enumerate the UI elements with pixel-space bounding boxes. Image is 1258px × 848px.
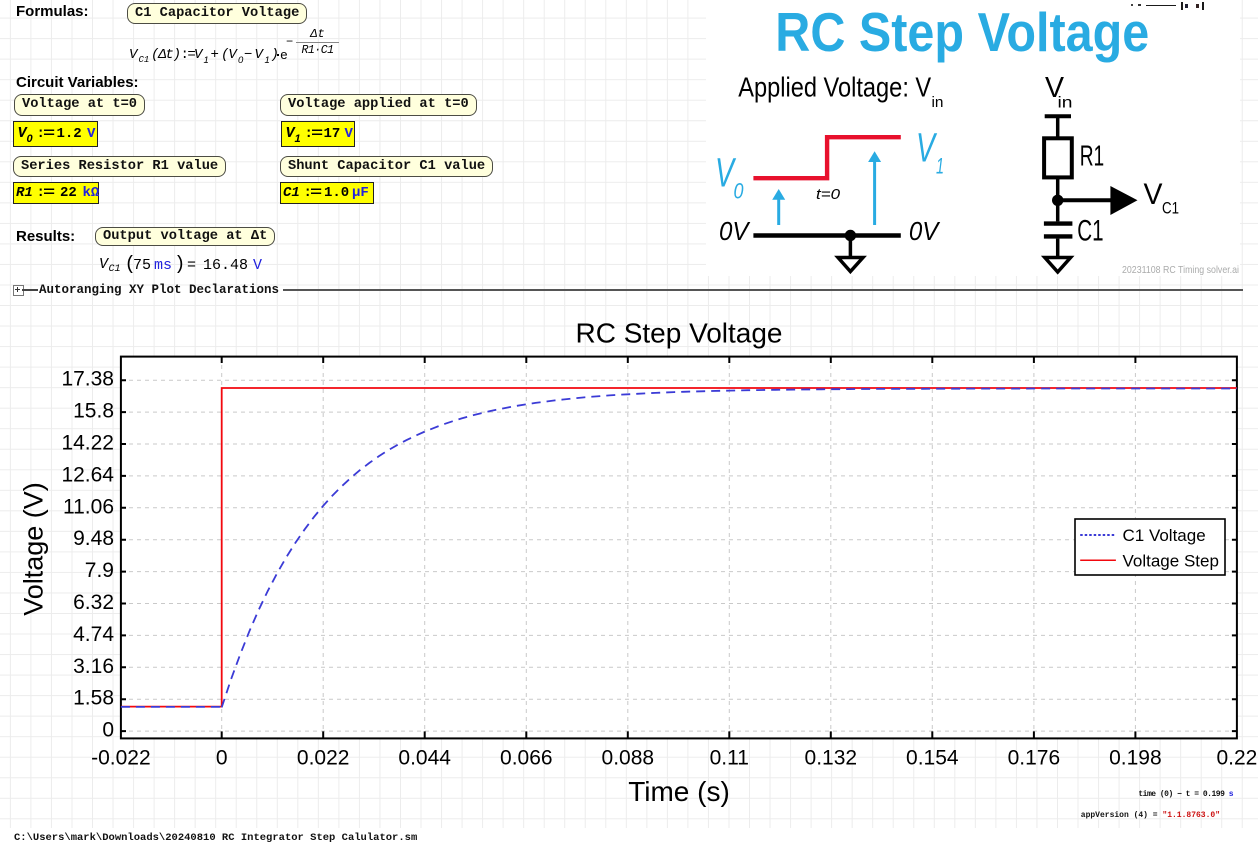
svg-text:0: 0 (734, 179, 745, 204)
svg-text:0.11: 0.11 (710, 747, 749, 770)
svg-text:15.8: 15.8 (73, 400, 114, 423)
svg-text:V: V (1144, 178, 1163, 211)
svg-text:t=0: t=0 (816, 186, 841, 203)
svg-text:0.022: 0.022 (297, 747, 350, 770)
svg-text:V: V (715, 150, 737, 196)
svg-text:14.22: 14.22 (61, 432, 114, 455)
svg-text:C1 Voltage: C1 Voltage (1123, 526, 1206, 545)
svg-text:11.06: 11.06 (63, 495, 114, 518)
svg-text:0.088: 0.088 (602, 747, 655, 770)
svg-text:20231108 RC Timing solver.ai: 20231108 RC Timing solver.ai (1122, 264, 1239, 276)
svg-text:0.044: 0.044 (398, 747, 451, 770)
svg-text:Voltage (V): Voltage (V) (18, 482, 48, 616)
svg-text:0.198: 0.198 (1109, 747, 1162, 770)
svg-text:0.066: 0.066 (500, 747, 553, 770)
svg-text:7.9: 7.9 (85, 559, 114, 582)
svg-text:RC Step Voltage: RC Step Voltage (775, 1, 1149, 63)
svg-text:Applied Voltage: V: Applied Voltage: V (738, 71, 931, 102)
svg-text:RC Step Voltage: RC Step Voltage (575, 318, 782, 349)
svg-text:V: V (1045, 72, 1065, 104)
svg-text:0V: 0V (909, 218, 940, 246)
svg-text:0.154: 0.154 (906, 747, 959, 770)
svg-text:17.38: 17.38 (61, 368, 114, 391)
svg-text:3.16: 3.16 (73, 655, 114, 678)
svg-text:C1: C1 (1162, 198, 1179, 217)
svg-text:-0.022: -0.022 (91, 747, 151, 770)
svg-text:Time (s): Time (s) (628, 776, 730, 807)
svg-text:4.74: 4.74 (73, 623, 114, 646)
svg-text:0: 0 (102, 719, 114, 742)
svg-text:C1: C1 (1077, 214, 1103, 247)
svg-text:9.48: 9.48 (73, 527, 114, 550)
svg-text:in: in (932, 94, 944, 111)
svg-text:in: in (1058, 95, 1073, 112)
svg-text:0V: 0V (719, 218, 750, 246)
svg-text:0.22: 0.22 (1216, 747, 1257, 770)
svg-text:R1: R1 (1080, 141, 1105, 173)
svg-text:1.58: 1.58 (73, 687, 114, 710)
svg-text:6.32: 6.32 (73, 591, 114, 614)
svg-text:V: V (916, 124, 938, 170)
svg-text:Voltage Step: Voltage Step (1123, 551, 1219, 570)
svg-text:0.176: 0.176 (1008, 747, 1061, 770)
svg-text:1: 1 (936, 154, 944, 179)
svg-text:0: 0 (216, 747, 228, 770)
svg-text:12.64: 12.64 (61, 463, 114, 486)
svg-text:0.132: 0.132 (805, 747, 858, 770)
